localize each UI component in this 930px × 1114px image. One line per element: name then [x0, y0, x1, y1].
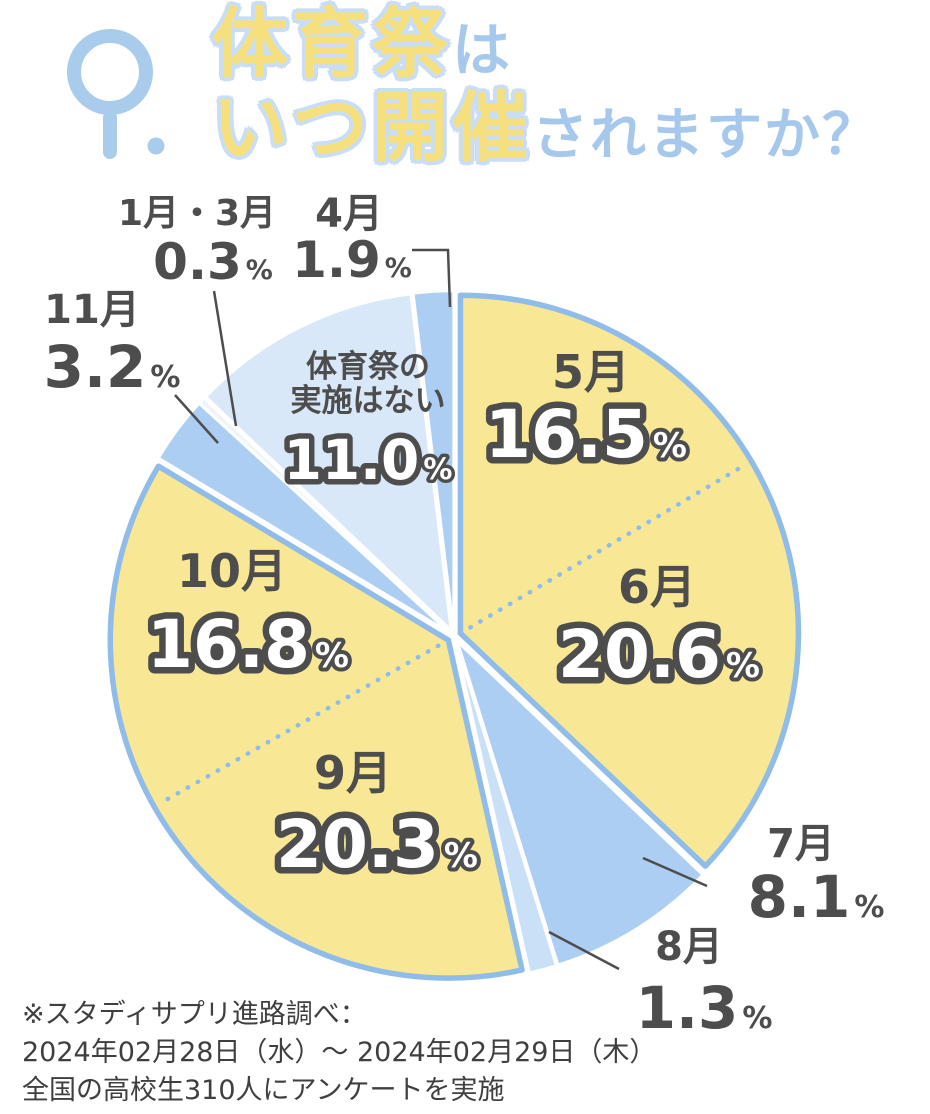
pie-chart: 4月 1.9% 1月・3月 0.3% 11月 3.2% 体育祭の 実施はない 1… [44, 191, 885, 1042]
leader-july [642, 856, 708, 888]
slice-month-label: 8月 [655, 924, 723, 970]
title-blue-2: されますか？ [532, 103, 880, 168]
slice-divider [458, 461, 749, 636]
leader-lines [174, 248, 708, 971]
leader-november [174, 394, 219, 444]
slice-percent: 1.9% [292, 231, 412, 289]
leader-august [548, 930, 620, 971]
footnote-sample: 全国の高校生310人にアンケートを実施 [22, 1075, 505, 1106]
slice-percent: 0.3% [153, 233, 273, 291]
slice-divider [157, 637, 451, 806]
pie-slice [204, 292, 453, 631]
label-november: 11月 3.2% [44, 287, 181, 401]
footnote-source: ※スタディサプリ進路調べ： [22, 999, 367, 1030]
slice-percent: 11.0% [284, 428, 453, 492]
slice-month-label: 6月 [618, 560, 696, 614]
pie-slice [457, 292, 802, 869]
slice-month-label: 10月 [177, 544, 287, 598]
page-title: 体育祭は いつ開催されますか？ [212, 2, 880, 170]
pie-slices [107, 289, 802, 981]
footnote: ※スタディサプリ進路調べ： 2024年02月28日（水）～ 2024年02月29… [22, 996, 656, 1110]
slice-percent: 3.2% [44, 333, 181, 401]
slice-month-label: 1月・3月 [118, 193, 276, 234]
label-no-festival: 体育祭の 実施はない 11.0% [278, 349, 456, 498]
pie-slice [412, 289, 455, 631]
slice-percent: 1.3% [636, 974, 773, 1042]
title-yellow-2: いつ開催 [212, 83, 532, 172]
pie-slice [454, 641, 558, 974]
q-period-dot [147, 137, 165, 155]
question-icon [67, 29, 165, 159]
slice-percent: 16.5% [485, 396, 687, 473]
title-line-2: いつ開催されますか？ [212, 86, 880, 170]
pie-labels: 4月 1.9% 1月・3月 0.3% 11月 3.2% 体育祭の 実施はない 1… [44, 191, 885, 1042]
slice-label-line1: 体育祭の [306, 349, 430, 385]
leader-jan-mar [212, 290, 238, 427]
title-yellow-1: 体育祭 [212, 0, 452, 88]
slice-month-label: 4月 [315, 191, 383, 237]
label-jan-mar: 1月・3月 0.3% [118, 193, 276, 291]
slice-percent: 20.3% [276, 806, 478, 883]
slice-month-label: 11月 [44, 287, 140, 333]
slice-month-label: 7月 [767, 821, 835, 867]
label-june: 6月 20.6% [552, 560, 764, 700]
slice-percent: 20.6% [558, 616, 760, 693]
q-ring [67, 29, 153, 115]
pie-slice [198, 397, 451, 633]
label-july: 7月 8.1% [748, 821, 885, 931]
label-may: 5月 16.5% [479, 345, 691, 480]
label-september: 9月 20.3% [270, 746, 482, 890]
slice-month-label: 9月 [314, 746, 392, 800]
label-april: 4月 1.9% [292, 191, 412, 289]
slice-percent: 8.1% [748, 863, 885, 931]
title-blue-1: は [452, 16, 513, 84]
footnote-dates: 2024年02月28日（水）～ 2024年02月29日（木） [22, 1037, 657, 1068]
label-october: 10月 16.8% [141, 544, 353, 690]
label-august: 8月 1.3% [636, 924, 773, 1042]
slice-percent: 16.8% [147, 606, 349, 683]
slice-month-label: 5月 [552, 345, 630, 399]
pie-slice [107, 463, 525, 981]
slice-label-line2: 実施はない [291, 383, 446, 419]
leader-april [412, 248, 452, 308]
title-line-1: 体育祭は [212, 2, 880, 86]
